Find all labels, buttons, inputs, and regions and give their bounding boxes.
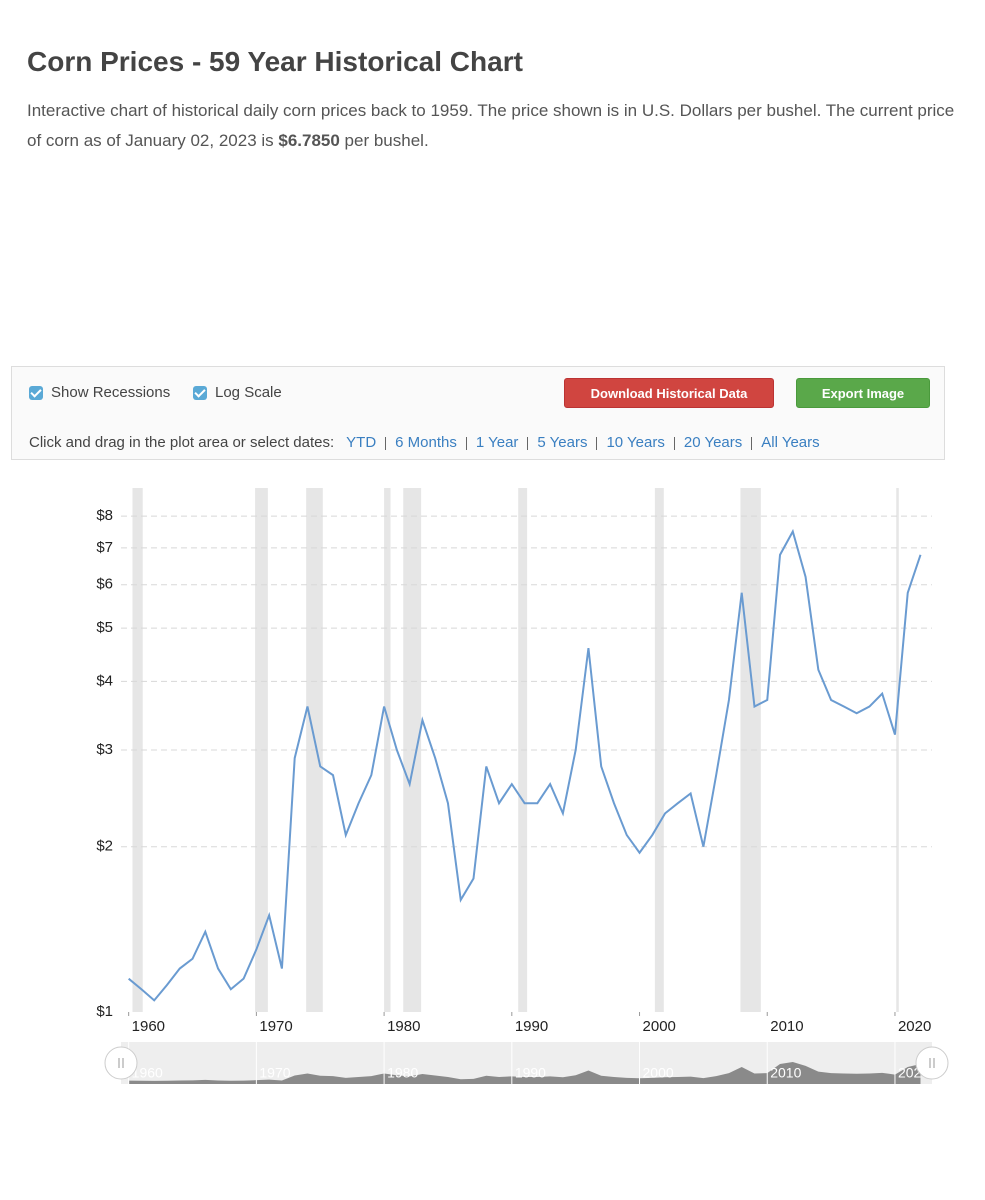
y-tick-label: $6	[96, 576, 113, 593]
navigator-label: 1980	[387, 1065, 418, 1081]
recession-band	[132, 488, 143, 1012]
x-tick-label: 2000	[643, 1018, 676, 1035]
navigator-area	[128, 1062, 921, 1084]
button[interactable]: Export Image	[796, 378, 930, 408]
range-link[interactable]: YTD	[346, 434, 377, 451]
navigator-label: 1990	[515, 1065, 546, 1081]
navigator-label: 1960	[132, 1065, 163, 1081]
controls: Show Recessions Log Scale Download Histo…	[11, 366, 945, 460]
desc-text: per bushel.	[339, 131, 429, 150]
x-tick-label: 1970	[259, 1018, 292, 1035]
range-link[interactable]: 5 Years	[527, 435, 596, 450]
checkbox-label: Show Recessions	[51, 384, 171, 401]
range-link[interactable]: 20 Years	[673, 435, 751, 450]
button[interactable]: Download Historical Data	[564, 378, 774, 408]
check	[29, 385, 43, 400]
y-tick-label: $7	[96, 539, 113, 556]
x-tick-label: 1990	[515, 1018, 548, 1035]
chart: $1 $2 $3 $4 $5 $6 $7 $8 1960 1970 1980 1990 2000 2010…	[96, 488, 949, 1084]
navigator-handle[interactable]	[104, 1046, 138, 1080]
navigator-handle[interactable]	[915, 1046, 949, 1080]
navigator-label: 2000	[643, 1065, 674, 1081]
range-link[interactable]: All Years	[751, 435, 828, 450]
y-tick-label: $5	[96, 619, 113, 636]
x-tick-label: 2010	[770, 1018, 803, 1035]
checkbox[interactable]: Log Scale	[193, 384, 282, 401]
y-tick-label: $4	[96, 672, 113, 689]
range-link[interactable]: 6 Months	[385, 435, 466, 450]
description: Interactive chart of historical daily co…	[27, 96, 957, 156]
x-tick-label: 2020	[898, 1018, 931, 1035]
current-price: $6.7850	[278, 131, 340, 150]
range-link[interactable]: 1 Year	[465, 435, 528, 450]
x-tick-label: 1980	[387, 1018, 420, 1035]
recession-band	[654, 488, 664, 1012]
recession-band	[896, 488, 899, 1012]
checkbox-label: Log Scale	[215, 384, 282, 401]
y-tick-label: $3	[96, 741, 113, 758]
checkbox[interactable]: Show Recessions	[29, 384, 170, 401]
price-line	[128, 528, 922, 1002]
x-tick-label: 1960	[132, 1018, 165, 1035]
range-link[interactable]: 10 Years	[596, 435, 673, 450]
recession-band	[384, 488, 391, 1012]
desc-text: Interactive chart of historical daily co…	[27, 101, 955, 150]
check	[193, 385, 207, 400]
date-selector: Click and drag in the plot area or selec…	[29, 434, 829, 451]
prompt: Click and drag in the plot area or selec…	[29, 434, 335, 451]
navigator-label: 1970	[259, 1065, 290, 1081]
page-title: Corn Prices - 59 Year Historical Chart	[27, 46, 523, 77]
navigator-label: 2010	[770, 1065, 801, 1081]
y-tick-label: $1	[96, 1003, 113, 1020]
y-tick-label: $8	[96, 507, 113, 524]
y-tick-label: $2	[96, 838, 113, 855]
